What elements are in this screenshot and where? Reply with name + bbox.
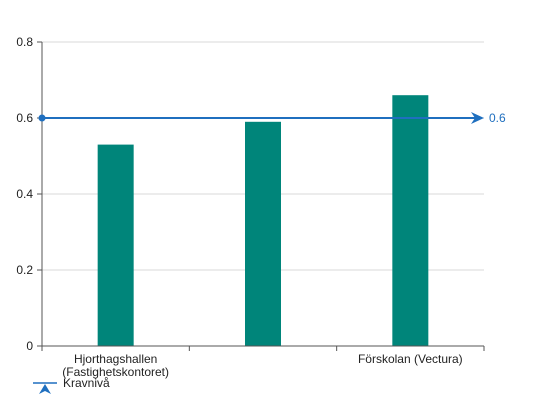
reference-line-arrowhead xyxy=(471,112,484,124)
bar-2 xyxy=(392,95,429,346)
x-category-label: (Fastighetskontoret) xyxy=(62,365,169,379)
legend-arrow-swatch xyxy=(39,384,51,394)
y-tick-label: 0.8 xyxy=(16,35,33,49)
x-category-label: Förskolan (Vectura) xyxy=(358,352,463,366)
y-tick-label: 0 xyxy=(26,339,33,353)
axes xyxy=(37,41,485,351)
reference-line-start-dot xyxy=(38,114,46,122)
bar-1 xyxy=(245,121,281,346)
x-category-label: Hjorthagshallen xyxy=(74,352,157,366)
legend-label-kravniva: Kravnivå xyxy=(63,376,110,390)
bar-0 xyxy=(97,144,134,346)
y-tick-label: 0.6 xyxy=(16,111,33,125)
x-category-labels: Hjorthagshallen(Fastighetskontoret) Försk… xyxy=(62,352,462,379)
reference-line: 0.6 xyxy=(38,111,506,125)
y-tick-label: 0.4 xyxy=(16,187,33,201)
y-tick-labels: 0 0.2 0.4 0.6 0.8 xyxy=(16,35,33,353)
y-tick-label: 0.2 xyxy=(16,263,33,277)
bars xyxy=(97,95,429,346)
reference-line-label: 0.6 xyxy=(489,111,506,125)
legend: Kravnivå xyxy=(33,376,110,394)
